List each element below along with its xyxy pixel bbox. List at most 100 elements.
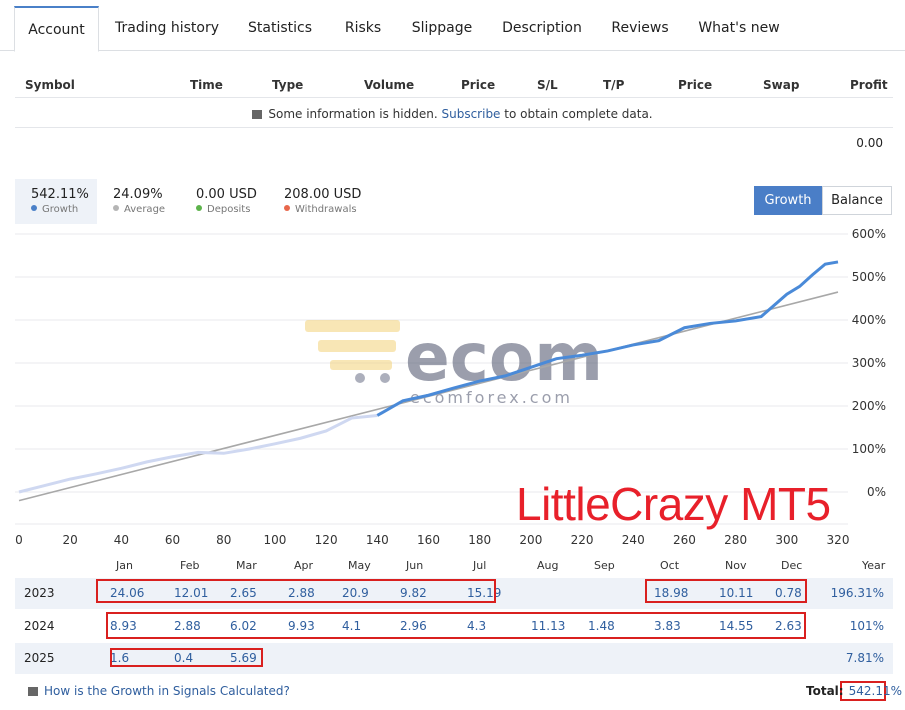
month-return-cell[interactable]: 9.93 [288, 619, 315, 633]
month-return-cell[interactable]: 8.93 [110, 619, 137, 633]
col-swap[interactable]: Swap [763, 78, 800, 92]
growth-calculation-help[interactable]: How is the Growth in Signals Calculated? [28, 684, 290, 698]
month-return-cell[interactable]: 20.9 [342, 586, 369, 600]
stat-growth[interactable]: 542.11% Growth [15, 179, 97, 224]
month-return-cell[interactable]: 3.83 [654, 619, 681, 633]
month-return-cell[interactable]: 11.13 [531, 619, 566, 633]
x-tick-label: 320 [827, 533, 850, 547]
month-return-cell[interactable]: 4.1 [342, 619, 362, 633]
col-symbol[interactable]: Symbol [25, 78, 75, 92]
year-label: 2023 [24, 586, 55, 600]
month-return-cell[interactable]: 9.82 [400, 586, 427, 600]
month-label: Aug [537, 559, 559, 572]
col-close-price[interactable]: Price [678, 78, 713, 92]
year-row: 2023 24.06 12.01 2.65 2.88 20.9 9.82 15.19 18.98… [15, 578, 893, 609]
stat-deposits[interactable]: 0.00 USD Deposits [196, 179, 276, 224]
stat-growth-value: 542.11% [31, 187, 89, 202]
x-tick-label: 180 [468, 533, 491, 547]
month-label: Feb [180, 559, 200, 572]
tab-slippage[interactable]: Slippage [411, 20, 473, 36]
col-profit[interactable]: Profit [850, 78, 888, 92]
y-tick-label: 600% [852, 228, 886, 241]
month-label: Jan [116, 559, 133, 572]
tab-risks[interactable]: Risks [344, 20, 382, 36]
month-return-cell[interactable]: 2.63 [775, 619, 802, 633]
month-return-cell[interactable]: 4.3 [467, 619, 487, 633]
col-time[interactable]: Time [190, 78, 223, 92]
x-axis-ticks: 0 20 40 60 80 100 120 140 160 180 200 220 240 260 280 3… [15, 533, 849, 547]
month-return-cell[interactable]: 0.78 [775, 586, 802, 600]
watermark-wheel-icon [380, 373, 390, 383]
month-return-cell[interactable]: 10.11 [719, 586, 754, 600]
y-tick-label: 200% [852, 399, 886, 413]
x-tick-label: 200 [519, 533, 542, 547]
col-tp[interactable]: T/P [603, 78, 625, 92]
month-return-cell[interactable]: 1.48 [588, 619, 615, 633]
month-return-cell[interactable]: 14.55 [719, 619, 754, 633]
help-link[interactable]: How is the Growth in Signals Calculated? [44, 684, 290, 698]
month-return-cell[interactable]: 5.69 [230, 651, 257, 665]
month-return-cell[interactable]: 12.01 [174, 586, 209, 600]
col-volume[interactable]: Volume [364, 78, 415, 92]
tab-account[interactable]: Account [14, 6, 99, 52]
month-label: Apr [294, 559, 314, 572]
divider [15, 127, 893, 128]
x-tick-label: 240 [622, 533, 645, 547]
y-axis-ticks: 600% 500% 400% 300% 200% 100% 0% [852, 228, 886, 499]
col-type[interactable]: Type [272, 78, 304, 92]
notice-text: Some information is hidden. [268, 107, 438, 121]
month-label: Sep [594, 559, 615, 572]
year-total-cell[interactable]: 196.31% [830, 586, 884, 600]
info-icon [28, 687, 38, 696]
month-label: Year [862, 559, 886, 572]
tab-whats-new[interactable]: What's new [698, 20, 780, 36]
subscribe-link[interactable]: Subscribe [441, 107, 501, 121]
month-return-cell[interactable]: 6.02 [230, 619, 257, 633]
x-tick-label: 300 [775, 533, 798, 547]
total-value: 542.11% [848, 684, 902, 698]
month-return-cell[interactable]: 24.06 [110, 586, 145, 600]
month-return-cell[interactable]: 0.4 [174, 651, 194, 665]
stat-growth-label: Growth [42, 204, 79, 215]
profit-total: 0.00 [856, 136, 883, 150]
x-tick-label: 100 [263, 533, 286, 547]
month-return-cell[interactable]: 18.98 [654, 586, 689, 600]
watermark-cart-icon [330, 360, 392, 370]
lock-icon [252, 110, 263, 119]
balance-toggle-button[interactable]: Balance [822, 186, 892, 215]
col-sl[interactable]: S/L [537, 78, 558, 92]
year-total-cell[interactable]: 7.81% [845, 651, 884, 665]
month-label: Oct [660, 559, 680, 572]
y-tick-label: 500% [852, 270, 886, 284]
tab-trading-history[interactable]: Trading history [115, 20, 219, 36]
growth-chart: ecom ecomforex.com 600%500%400%300%200%1… [15, 228, 886, 547]
tab-description[interactable]: Description [502, 20, 582, 36]
year-label: 2024 [24, 619, 55, 633]
x-tick-label: 40 [114, 533, 129, 547]
trade-table-header: Symbol Time Type Volume Price S/L T/P Pr… [0, 78, 905, 94]
watermark-cart-icon [318, 340, 396, 352]
growth-toggle-button[interactable]: Growth [754, 186, 822, 215]
month-return-cell[interactable]: 1.6 [110, 651, 130, 665]
month-return-cell[interactable]: 2.96 [400, 619, 427, 633]
highlight-box [110, 648, 263, 667]
stat-average[interactable]: 24.09% Average [113, 179, 193, 224]
tab-statistics[interactable]: Statistics [248, 20, 312, 36]
month-return-cell[interactable]: 2.88 [288, 586, 315, 600]
growth-dot-icon [31, 205, 37, 211]
x-tick-label: 220 [571, 533, 594, 547]
year-row: 2024 8.93 2.88 6.02 9.93 4.1 2.96 4.3 11.13 1.48 3… [15, 611, 893, 642]
year-total-cell[interactable]: 101% [849, 619, 884, 633]
month-return-cell[interactable]: 2.65 [230, 586, 257, 600]
month-return-cell[interactable]: 2.88 [174, 619, 201, 633]
month-return-cell[interactable]: 15.19 [467, 586, 502, 600]
year-label: 2025 [24, 651, 55, 665]
x-tick-label: 120 [315, 533, 338, 547]
stat-withdrawals[interactable]: 208.00 USD Withdrawals [284, 179, 374, 224]
withdrawals-dot-icon [284, 205, 290, 211]
tab-reviews[interactable]: Reviews [611, 20, 669, 36]
divider [15, 97, 893, 98]
col-price[interactable]: Price [461, 78, 496, 92]
y-tick-label: 400% [852, 313, 886, 327]
brand-overlay-label: LittleCrazy MT5 [516, 478, 831, 530]
